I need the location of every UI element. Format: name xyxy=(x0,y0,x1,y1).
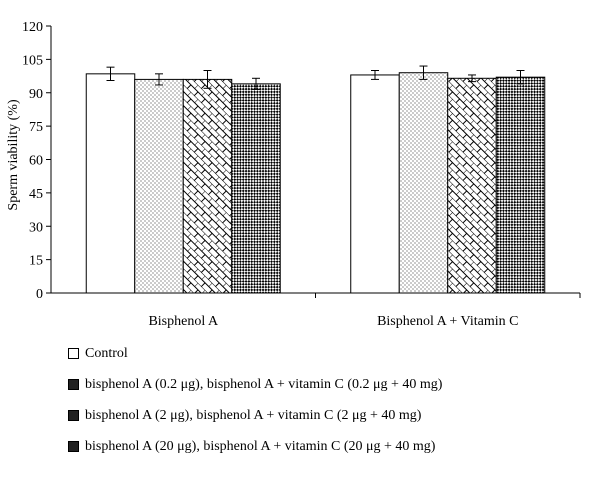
legend-item: Control xyxy=(68,338,598,369)
legend-item: bisphenol A (0.2 μg), bisphenol A + vita… xyxy=(68,369,598,400)
bar xyxy=(447,77,497,294)
error-bars xyxy=(106,65,525,90)
bar xyxy=(134,78,184,294)
legend-swatch xyxy=(68,348,79,359)
y-tick-label: 90 xyxy=(29,87,43,102)
bar xyxy=(398,72,449,294)
axes: 0 15 30 45 60 75 90 105 120 Bisphenol A Bisphenol … xyxy=(22,20,581,329)
y-axis-label: Sperm viability (%) xyxy=(6,99,21,211)
legend-swatch xyxy=(68,441,79,452)
y-tick-label: 75 xyxy=(29,120,43,135)
bar xyxy=(495,76,546,294)
bar-chart: 0 15 30 45 60 75 90 105 120 Bisphenol A Bisphenol … xyxy=(6,20,581,329)
bar xyxy=(350,74,400,294)
legend-item: bisphenol A (20 μg), bisphenol A + vitam… xyxy=(68,431,598,462)
legend-item: bisphenol A (2 μg), bisphenol A + vitami… xyxy=(68,400,598,431)
legend-swatch xyxy=(68,410,79,421)
legend-label: bisphenol A (0.2 μg), bisphenol A + vita… xyxy=(85,376,443,392)
legend: Control bisphenol A (0.2 μg), bisphenol A… xyxy=(68,338,598,462)
x-tick-label: Bisphenol A + Vitamin C xyxy=(377,314,518,329)
y-tick-label: 30 xyxy=(29,220,43,235)
y-tick-label: 60 xyxy=(29,154,43,169)
legend-swatch xyxy=(68,379,79,390)
x-tick-label: Bisphenol A xyxy=(148,314,219,329)
bars xyxy=(85,72,546,294)
bar xyxy=(231,83,281,294)
bar xyxy=(85,73,136,294)
legend-label: Control xyxy=(85,345,128,361)
legend-label: bisphenol A (20 μg), bisphenol A + vitam… xyxy=(85,438,436,454)
y-tick-label: 120 xyxy=(22,20,43,35)
y-tick-label: 105 xyxy=(22,53,43,68)
y-tick-label: 15 xyxy=(29,254,43,269)
bar xyxy=(182,78,233,294)
y-tick-label: 45 xyxy=(29,187,43,202)
y-tick-label: 0 xyxy=(36,287,43,302)
legend-label: bisphenol A (2 μg), bisphenol A + vitami… xyxy=(85,407,422,423)
